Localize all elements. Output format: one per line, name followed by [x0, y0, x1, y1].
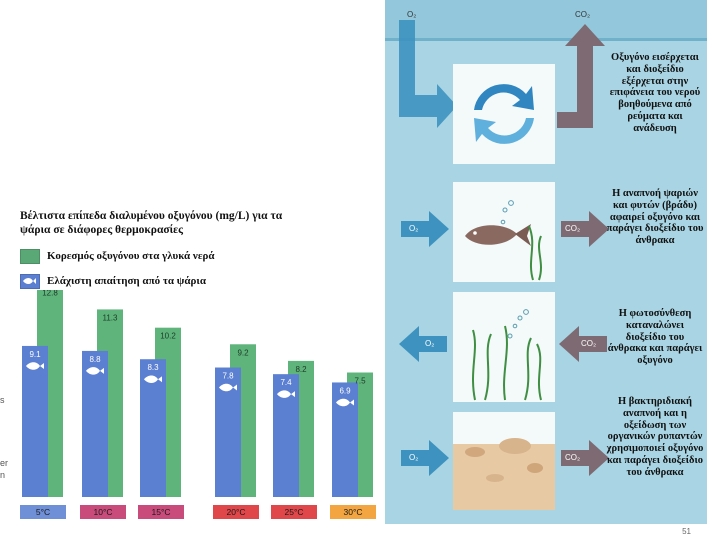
label-saturation-2: 10.2: [160, 332, 176, 341]
arrow-label-co2-2: CO₂: [581, 339, 597, 348]
fish-icon: [219, 383, 237, 392]
label-minimum-1: 8.8: [89, 355, 101, 364]
arrow-label-co2-3: CO₂: [565, 453, 581, 462]
arrow-label-o2-2: O₂: [425, 339, 435, 348]
fish-icon: [336, 398, 354, 407]
fish-icon: [277, 390, 295, 398]
fish-icon: [26, 362, 44, 370]
category-label-5: 30°C: [344, 507, 363, 517]
oxygen-cycle-diagram: O₂ CO₂: [385, 0, 707, 524]
arrow-label-co2-1: CO₂: [565, 224, 581, 233]
edge-text-2: er: [0, 458, 9, 468]
category-label-4: 25°C: [285, 507, 304, 517]
diagram-graphics: [399, 20, 609, 510]
plants: [472, 225, 542, 401]
legend-label-minimum: Ελάχιστη απαίτηση από τα ψάρια: [47, 275, 206, 287]
label-saturation-0: 12.8: [42, 290, 58, 298]
category-box-3: [213, 505, 259, 519]
top-o2-label: O₂: [407, 10, 417, 19]
fish-icon: [86, 367, 104, 375]
top-co2-label: CO₂: [575, 10, 591, 19]
label-minimum-2: 8.3: [147, 363, 159, 372]
label-minimum-3: 7.8: [222, 372, 234, 381]
co2-exit-arrow: [557, 24, 605, 128]
bar-minimum-0: [22, 345, 48, 497]
o2-entry-arrow: [399, 20, 457, 128]
label-minimum-5: 6.9: [339, 386, 351, 395]
label-minimum-4: 7.4: [280, 378, 292, 387]
legend-label-saturation: Κορεσμός οξυγόνου στα γλυκά νερά: [47, 250, 215, 262]
text-surface-exchange: Οξυγόνο εισέρχεται και διοξείδιο εξέρχετ…: [609, 52, 701, 134]
co2-out-arrow-sediment: [561, 440, 609, 476]
label-saturation-1: 11.3: [103, 313, 119, 322]
co2-in-arrow-photosynthesis: [559, 326, 607, 362]
text-respiration: Η αναπνοή ψαριών και φυτών (βράδυ) αφαιρ…: [606, 188, 704, 247]
legend-item-minimum: Ελάχιστη απαίτηση από τα ψάρια: [20, 273, 206, 289]
legend-item-saturation: Κορεσμός οξυγόνου στα γλυκά νερά: [20, 248, 215, 264]
legend-swatch-saturation: [20, 248, 40, 264]
bubbles: [500, 200, 529, 339]
category-box-2: [138, 505, 184, 519]
label-saturation-3: 9.2: [237, 348, 249, 357]
label-saturation-5: 7.5: [354, 377, 366, 386]
edge-text-1: s: [0, 395, 5, 405]
fish-icon: [144, 375, 162, 383]
co2-out-arrow-respiration: [561, 211, 609, 247]
bar-chart: 12.8 9.1 5°C 11.3 8.8 10°C 10.2 8.3 15°C 9.2 7.8 20…: [20, 290, 376, 519]
edge-text-3: n: [0, 470, 6, 480]
arrow-label-o2-3: O₂: [409, 453, 419, 462]
text-bacterial-respiration: Η βακτηριδιακή αναπνοή και η οξείδωση τω…: [606, 396, 704, 478]
fish-illustration: [465, 224, 531, 246]
o2-in-arrow-sediment: [401, 440, 449, 476]
chart-title: Βέλτιστα επίπεδα διαλυμένου οξυγόνου (mg…: [20, 210, 283, 236]
o2-out-arrow-photosynthesis: [399, 326, 447, 362]
oxygen-chart-section: Βέλτιστα επίπεδα διαλυμένου οξυγόνου (mg…: [0, 210, 376, 519]
category-label-2: 15°C: [152, 507, 171, 517]
category-box-5: [330, 505, 376, 519]
fish-icon: [23, 278, 36, 284]
category-box-4: [271, 505, 317, 519]
water-surface: [385, 38, 707, 41]
label-saturation-4: 8.2: [295, 365, 307, 374]
category-label-1: 10°C: [94, 507, 113, 517]
category-label-3: 20°C: [227, 507, 246, 517]
category-label-0: 5°C: [36, 507, 50, 517]
cycle-arrows-icon: [474, 84, 534, 144]
category-box-1: [80, 505, 126, 519]
panel-mixing: [453, 64, 555, 164]
page-number: 51: [682, 527, 691, 536]
category-box-0: [20, 505, 66, 519]
o2-in-arrow-respiration: [401, 211, 449, 247]
bar-minimum-1: [82, 350, 108, 497]
text-photosynthesis: Η φωτοσύνθεση καταναλώνει διοξείδιο του …: [607, 308, 703, 367]
arrow-label-o2-1: O₂: [409, 224, 419, 233]
label-minimum-0: 9.1: [29, 350, 41, 359]
